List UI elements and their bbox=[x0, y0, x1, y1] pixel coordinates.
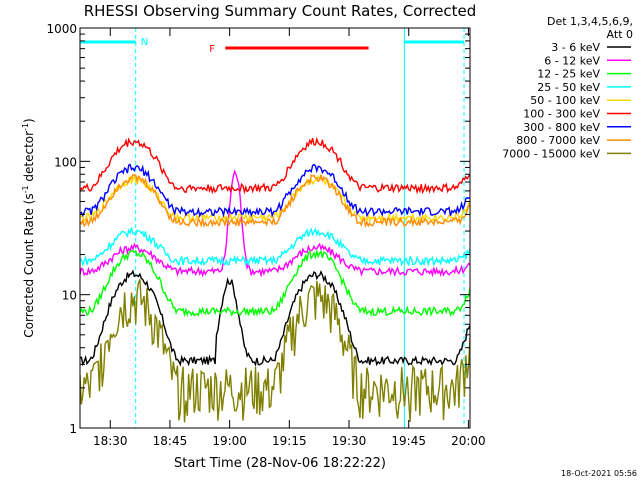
series-line-1 bbox=[80, 169, 470, 278]
legend-header-line-1: Det 1,3,4,5,6,9, bbox=[547, 15, 633, 28]
y-tick-label-3: 1000 bbox=[46, 22, 77, 36]
legend-label-3: 25 - 50 keV bbox=[537, 81, 600, 94]
x-tick-label-0: 18:30 bbox=[93, 434, 128, 448]
series-line-4 bbox=[80, 174, 470, 224]
plot-frame bbox=[79, 27, 471, 429]
x-axis-label: Start Time (28-Nov-06 18:22:22) bbox=[174, 456, 386, 471]
y-tick-label-2: 100 bbox=[54, 155, 77, 169]
night-markers: NF bbox=[79, 28, 465, 428]
legend-header-line-2: Att 0 bbox=[607, 28, 633, 41]
legend-label-0: 3 - 6 keV bbox=[551, 41, 600, 54]
legend-label-8: 7000 - 15000 keV bbox=[502, 147, 600, 160]
x-tick-label-4: 19:30 bbox=[332, 434, 367, 448]
legend-label-6: 300 - 800 keV bbox=[523, 121, 600, 134]
series-line-8 bbox=[80, 278, 470, 423]
series-line-3 bbox=[80, 227, 470, 267]
saa-label: N bbox=[141, 37, 148, 48]
y-tick-label-1: 10 bbox=[62, 289, 77, 303]
legend-label-4: 50 - 100 keV bbox=[530, 94, 600, 107]
series-lines bbox=[80, 136, 470, 423]
series-line-2 bbox=[80, 248, 470, 318]
flare-flag-label: F bbox=[209, 44, 215, 55]
y-tick-label-0: 1 bbox=[69, 422, 77, 436]
x-tick-label-3: 19:15 bbox=[272, 434, 307, 448]
legend-label-7: 800 - 7000 keV bbox=[516, 134, 600, 147]
chart-title: RHESSI Observing Summary Count Rates, Co… bbox=[84, 2, 477, 20]
y-axis: 1 10 100 1000 bbox=[46, 22, 470, 436]
legend-label-1: 6 - 12 keV bbox=[544, 54, 600, 67]
x-tick-label-5: 19:45 bbox=[391, 434, 426, 448]
series-line-7 bbox=[80, 173, 470, 229]
series-line-6 bbox=[80, 163, 470, 219]
x-tick-label-1: 18:45 bbox=[153, 434, 188, 448]
timestamp: 18-Oct-2021 05:56 bbox=[561, 469, 637, 478]
legend-label-2: 12 - 25 keV bbox=[537, 68, 600, 81]
series-line-5 bbox=[80, 136, 470, 195]
x-tick-label-2: 19:00 bbox=[212, 434, 247, 448]
series-line-0 bbox=[80, 269, 470, 367]
x-tick-label-6: 20:00 bbox=[451, 434, 486, 448]
x-axis: 18:30 18:45 19:00 19:15 19:30 19:45 20:00 bbox=[93, 28, 486, 448]
legend-label-5: 100 - 300 keV bbox=[523, 108, 600, 121]
y-axis-label: Corrected Count Rate (s-1 detector-1) bbox=[21, 118, 36, 337]
